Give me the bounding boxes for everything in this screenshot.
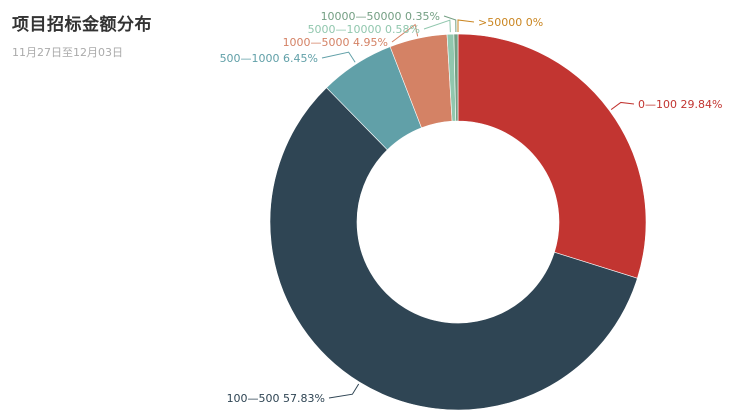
slice-label-0: 0—100 29.84% — [638, 98, 722, 111]
slice-1[interactable] — [269, 87, 638, 411]
leader-line-3 — [391, 23, 419, 43]
leader-line-5 — [443, 15, 457, 33]
leader-line-0 — [610, 101, 635, 110]
slice-5[interactable] — [453, 33, 459, 122]
slice-label-5: 10000—50000 0.35% — [321, 10, 440, 23]
slice-label-2: 500—1000 6.45% — [220, 52, 318, 65]
leader-line-4 — [423, 19, 451, 33]
leader-line-2 — [321, 51, 356, 63]
slice-label-1: 100—500 57.83% — [227, 392, 325, 405]
leader-lines-group — [321, 15, 635, 399]
chart-title: 项目招标金额分布 — [12, 15, 152, 35]
slice-0[interactable] — [457, 33, 647, 279]
slice-label-4: 5000—10000 0.58% — [308, 23, 420, 36]
chart-subtitle: 11月27日至12月03日 — [12, 46, 123, 59]
slices-group — [269, 33, 647, 411]
labels-group: 0—100 29.84% 100—500 57.83% 500—1000 6.45%… — [220, 10, 723, 405]
slice-label-6: >50000 0% — [478, 16, 543, 29]
leader-line-6 — [457, 19, 475, 32]
leader-line-1 — [328, 383, 360, 399]
slice-label-3: 1000—5000 4.95% — [283, 36, 388, 49]
